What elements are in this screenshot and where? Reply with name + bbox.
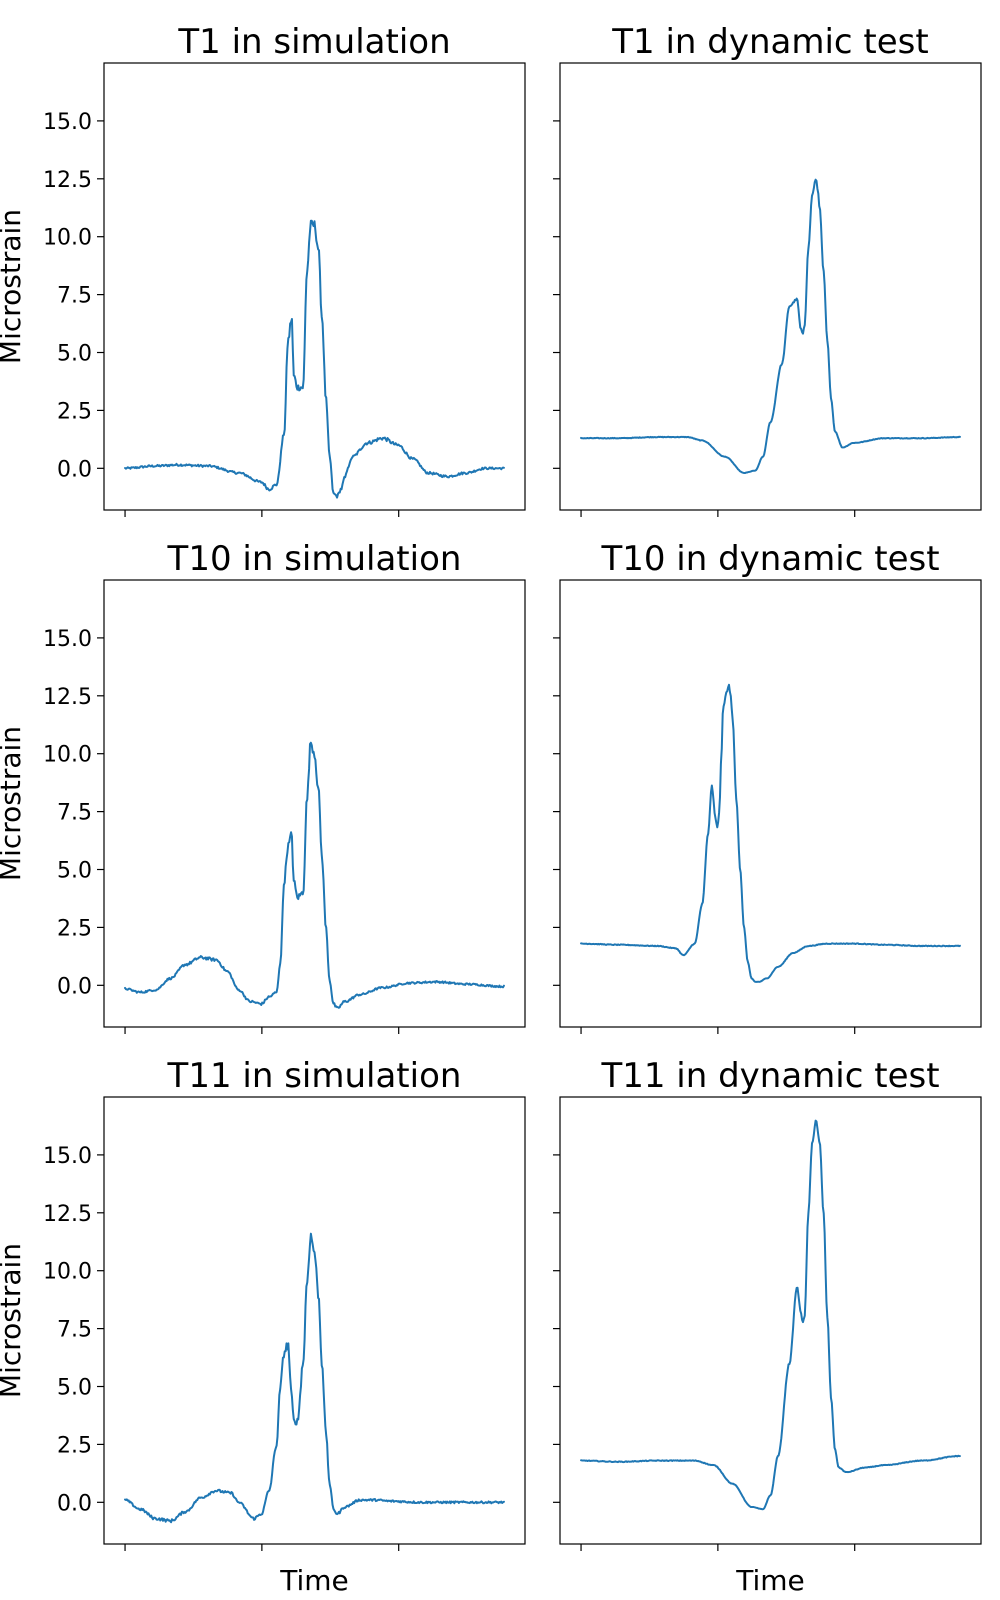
y-tick-label: 2.5: [57, 916, 92, 941]
plot-frame: [103, 579, 526, 1028]
y-tick-label: 10.0: [43, 743, 92, 768]
subplot-5: T11 in simulation 0.0 2.5 5.0 7.5 10.0 12.5 15.…: [0, 1056, 526, 1597]
plot-frame: [103, 62, 526, 511]
y-axis-label: Microstrain: [0, 1243, 27, 1398]
series-line: [124, 741, 505, 1009]
series-line: [580, 1119, 961, 1511]
y-tick-label: 15.0: [43, 1144, 92, 1169]
subplot-1: T1 in simulation 0.0 2.5 5.0 7.5 10.0 12.5 15.0…: [0, 22, 526, 517]
y-tick-label: 0.0: [57, 974, 92, 999]
y-tick-label: 2.5: [57, 1433, 92, 1458]
y-axis-label: Microstrain: [0, 209, 27, 364]
y-tick-label: 12.5: [43, 685, 92, 710]
subplot-title: T10 in simulation: [167, 539, 462, 579]
y-tick-label: 15.0: [43, 110, 92, 135]
subplot-title: T10 in dynamic test: [600, 539, 939, 579]
y-tick-label: 5.0: [57, 1376, 92, 1401]
series-line: [124, 219, 505, 499]
plot-frame: [103, 1096, 526, 1545]
subplot-4: T10 in dynamic test: [553, 539, 982, 1034]
series-line: [580, 683, 961, 983]
y-tick-label: 10.0: [43, 226, 92, 251]
subplot-2: T1 in dynamic test: [553, 22, 982, 517]
y-tick-label: 10.0: [43, 1260, 92, 1285]
subplot-3: T10 in simulation 0.0 2.5 5.0 7.5 10.0 12.5 15.…: [0, 539, 526, 1034]
x-axis-label: Time: [735, 1564, 805, 1597]
subplot-title: T11 in simulation: [167, 1056, 462, 1096]
subplot-title: T1 in simulation: [177, 22, 450, 62]
y-tick-label: 7.5: [57, 801, 92, 826]
x-axis-label: Time: [279, 1564, 349, 1597]
y-tick-label: 12.5: [43, 168, 92, 193]
y-tick-label: 0.0: [57, 457, 92, 482]
y-tick-label: 5.0: [57, 342, 92, 367]
y-tick-label: 7.5: [57, 1318, 92, 1343]
y-tick-label: 5.0: [57, 859, 92, 884]
subplot-title: T11 in dynamic test: [600, 1056, 939, 1096]
y-tick-label: 12.5: [43, 1202, 92, 1227]
series-line: [124, 1232, 505, 1524]
plot-frame: [559, 579, 982, 1028]
subplot-title: T1 in dynamic test: [611, 22, 928, 62]
subplot-6: T11 in dynamic test Time: [553, 1056, 982, 1597]
y-tick-label: 15.0: [43, 627, 92, 652]
series-line: [580, 178, 961, 474]
y-tick-label: 7.5: [57, 284, 92, 309]
plot-frame: [559, 62, 982, 511]
plot-frame: [559, 1096, 982, 1545]
y-axis-label: Microstrain: [0, 726, 27, 881]
y-tick-label: 0.0: [57, 1491, 92, 1516]
y-tick-label: 2.5: [57, 399, 92, 424]
